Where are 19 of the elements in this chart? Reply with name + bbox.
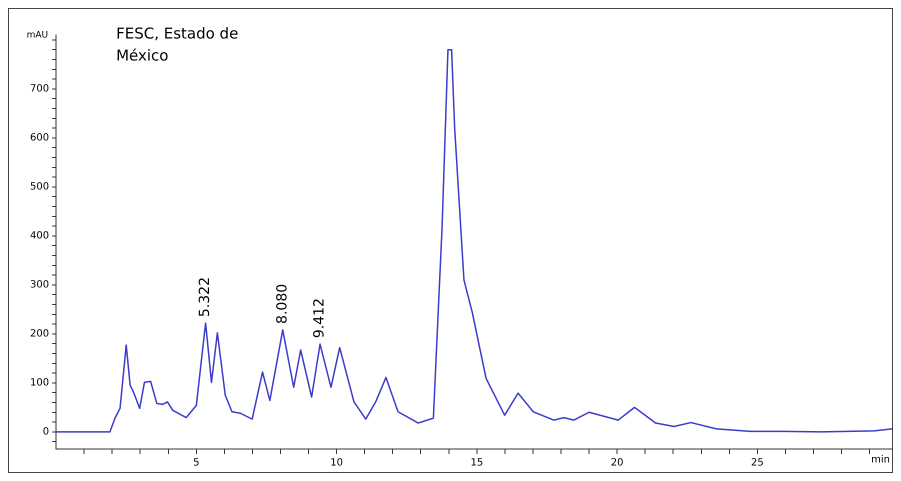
y-tick-label: 0 xyxy=(42,426,50,438)
x-tick-label: 15 xyxy=(470,458,484,469)
y-tick-label: 300 xyxy=(30,279,50,290)
y-tick-label: 100 xyxy=(30,377,50,388)
x-tick-label: 10 xyxy=(330,458,343,469)
y-axis-title: mAU xyxy=(26,30,48,40)
x-tick-label: 20 xyxy=(610,458,624,469)
y-tick-label: 700 xyxy=(30,83,50,94)
annotation: 5.322 xyxy=(197,276,214,318)
chart-title: FESC, Estado de México xyxy=(116,24,238,64)
x-axis-title: min xyxy=(871,454,890,466)
annotation: 8.080 xyxy=(274,284,290,324)
y-tick-label: 600 xyxy=(30,132,50,144)
y-tick-label: 400 xyxy=(30,230,50,242)
annotation: 9.412 xyxy=(312,298,328,338)
y-tick-label: 200 xyxy=(30,328,50,340)
x-tick-label: 5 xyxy=(193,458,200,469)
y-tick-label: 500 xyxy=(30,181,50,192)
x-tick-label: 25 xyxy=(750,458,764,469)
